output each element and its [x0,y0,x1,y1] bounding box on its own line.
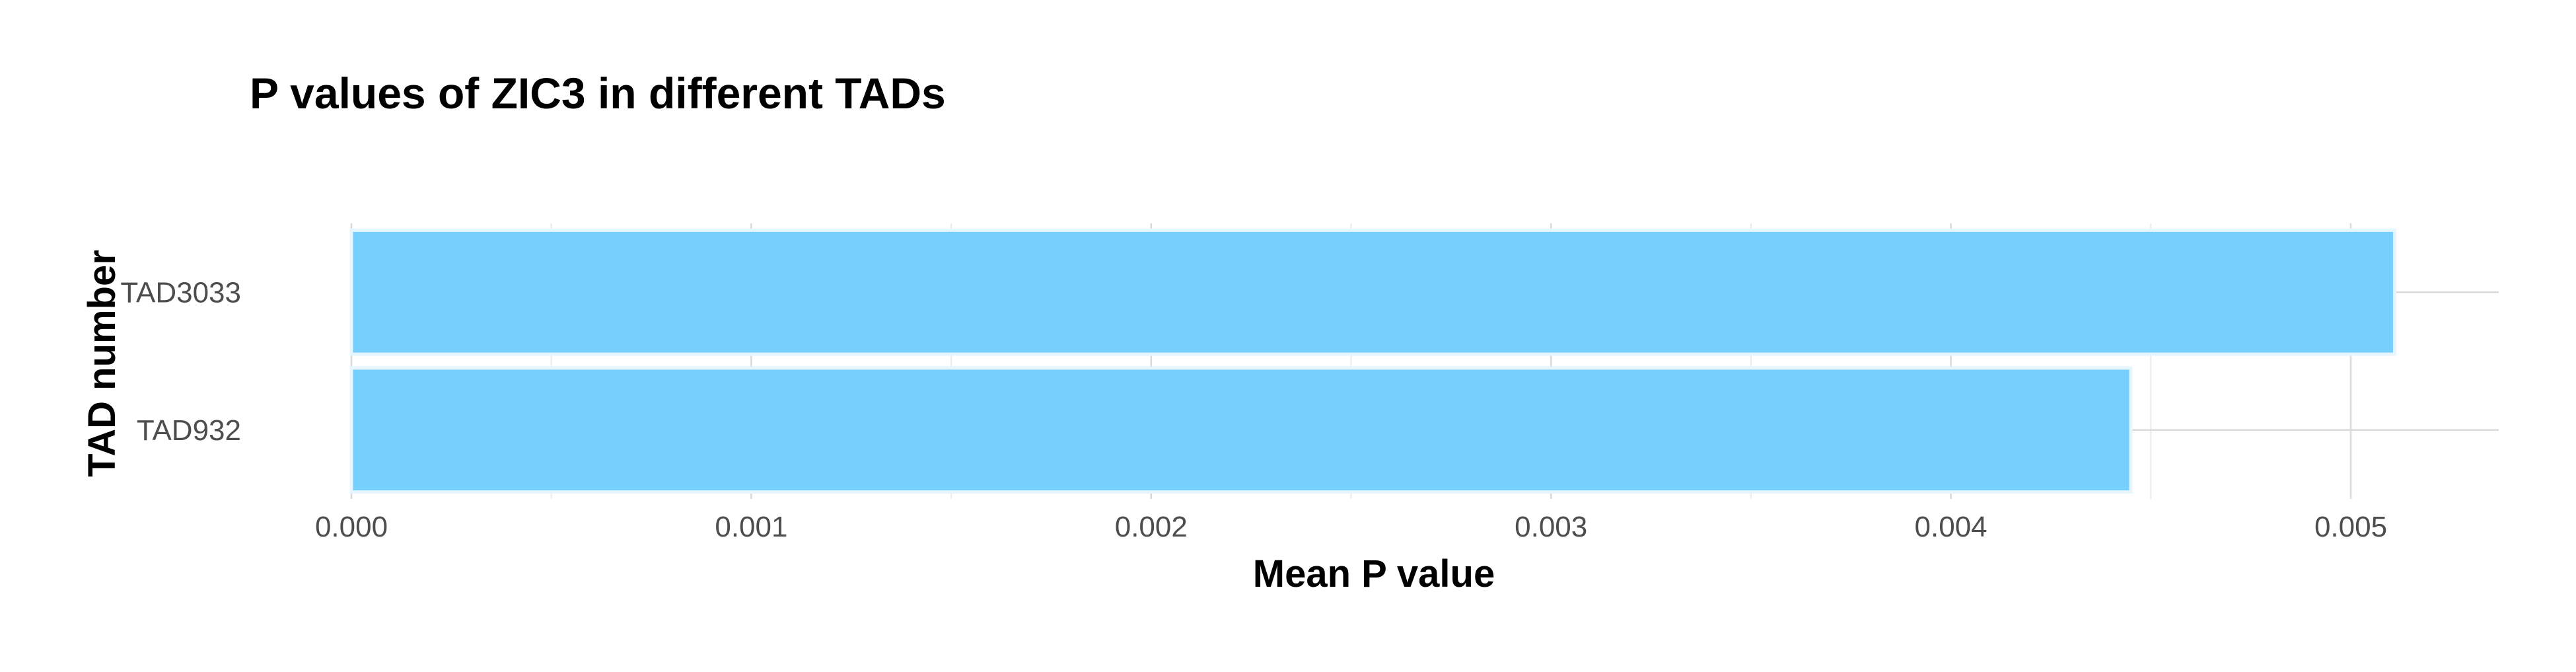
x-axis-tick-labels: 0.000 0.001 0.002 0.003 0.004 0.005 [315,511,2387,543]
x-tick-label: 0.003 [1515,511,1587,543]
y-axis-title: TAD number [81,250,124,477]
x-tick-label: 0.001 [715,511,787,543]
y-tick-label: TAD3033 [120,276,241,309]
x-axis-title: Mean P value [1253,552,1495,595]
bar-tad3033 [349,228,2397,356]
bar-tad932 [349,366,2133,494]
y-axis-tick-labels: TAD3033 TAD932 [120,276,241,447]
x-tick-label: 0.004 [1915,511,1987,543]
x-tick-label: 0.000 [315,511,388,543]
x-tick-label: 0.002 [1115,511,1188,543]
y-tick-label: TAD932 [137,414,241,447]
bars [349,228,2397,494]
x-tick-label: 0.005 [2314,511,2387,543]
chart-title: P values of ZIC3 in different TADs [250,69,946,118]
